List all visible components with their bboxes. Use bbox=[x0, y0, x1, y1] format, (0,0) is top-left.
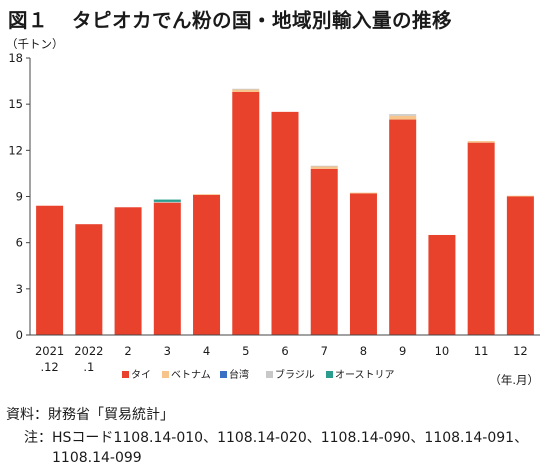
bar-segment-0-0 bbox=[36, 205, 64, 335]
legend-label-2: 台湾 bbox=[229, 368, 249, 381]
y-axis-ticks: 0 3 6 9 12 15 18 bbox=[8, 51, 30, 342]
x-tick-label: 9 bbox=[399, 344, 406, 358]
y-tick-label: 15 bbox=[8, 97, 23, 111]
legend-label-0: タイ bbox=[131, 369, 151, 381]
bar-segment-3-7 bbox=[310, 165, 338, 167]
note-label: 注： bbox=[24, 430, 52, 446]
x-tick-label: 4 bbox=[203, 344, 210, 358]
bar-segment-0-9 bbox=[389, 119, 417, 335]
x-tick-label: 2 bbox=[124, 344, 131, 358]
bar-segment-0-7 bbox=[310, 168, 338, 335]
x-tick-label-line2: .1 bbox=[83, 360, 94, 374]
y-tick-label: 6 bbox=[16, 236, 23, 250]
bar-segment-1-12 bbox=[506, 195, 534, 197]
note-text: HSコード1108.14-010、1108.14-020、1108.14-090… bbox=[52, 430, 529, 466]
legend-swatch-3 bbox=[266, 371, 273, 378]
bar-segment-1-11 bbox=[467, 141, 495, 143]
bar-segment-1-9 bbox=[389, 115, 417, 120]
bar-segment-4-3 bbox=[153, 199, 181, 202]
legend-swatch-0 bbox=[122, 371, 129, 378]
x-tick-label: 7 bbox=[321, 344, 328, 358]
bar-segment-1-7 bbox=[310, 166, 338, 169]
bar-segment-0-8 bbox=[349, 193, 377, 335]
y-tick-label: 3 bbox=[16, 282, 23, 296]
legend-label-1: ベトナム bbox=[171, 369, 211, 381]
legend-swatch-1 bbox=[162, 371, 169, 378]
bar-segment-0-4 bbox=[193, 194, 221, 335]
legend: タイ ベトナム 台湾 ブラジル オーストリア bbox=[122, 368, 395, 381]
bar-segment-0-11 bbox=[467, 142, 495, 335]
bar-segment-0-6 bbox=[271, 111, 299, 335]
x-tick-label: 5 bbox=[242, 344, 249, 358]
bar-segment-3-3 bbox=[153, 201, 181, 203]
y-tick-label: 9 bbox=[16, 190, 23, 204]
bar-segment-1-8 bbox=[349, 192, 377, 194]
bars-group bbox=[36, 88, 534, 335]
x-tick-label: 2022 bbox=[74, 344, 103, 358]
source-label: 資料： bbox=[6, 407, 48, 423]
y-tick-label: 12 bbox=[8, 143, 23, 157]
figure-title-text: タピオカでん粉の国・地域別輸入量の推移 bbox=[72, 9, 453, 32]
legend-label-3: ブラジル bbox=[275, 368, 315, 381]
y-tick-label: 0 bbox=[16, 328, 23, 342]
figure-label: 図１ bbox=[8, 9, 49, 32]
note-line: 注：HSコード1108.14-010、1108.14-020、1108.14-0… bbox=[6, 428, 537, 468]
legend-label-4: オーストリア bbox=[335, 369, 395, 381]
chart-title: 図１ タピオカでん粉の国・地域別輸入量の推移 bbox=[8, 4, 452, 33]
bar-segment-0-5 bbox=[232, 91, 260, 335]
x-tick-label-line2: .12 bbox=[40, 360, 58, 374]
y-axis-unit-label: （千トン） bbox=[6, 37, 64, 51]
bar-segment-0-10 bbox=[428, 234, 456, 335]
x-tick-label: 3 bbox=[164, 344, 171, 358]
x-axis-unit-label: （年.月） bbox=[489, 373, 539, 387]
bar-segment-1-4 bbox=[193, 194, 221, 195]
legend-swatch-2 bbox=[220, 371, 227, 378]
bar-segment-3-9 bbox=[389, 114, 417, 116]
x-tick-label: 6 bbox=[281, 344, 288, 358]
x-tick-label: 8 bbox=[360, 344, 367, 358]
legend-swatch-4 bbox=[326, 371, 333, 378]
bar-segment-1-5 bbox=[232, 89, 260, 92]
source-text: 財務省「貿易統計」 bbox=[48, 407, 174, 423]
source-line: 資料：財務省「貿易統計」 bbox=[6, 404, 174, 424]
x-tick-label: 12 bbox=[513, 344, 528, 358]
bar-segment-0-12 bbox=[506, 196, 534, 335]
x-tick-label: 10 bbox=[435, 344, 450, 358]
x-tick-label: 11 bbox=[474, 344, 489, 358]
bar-segment-0-2 bbox=[114, 207, 142, 335]
y-tick-label: 18 bbox=[8, 51, 23, 65]
bar-segment-3-5 bbox=[232, 88, 260, 90]
x-tick-label: 2021 bbox=[35, 344, 64, 358]
bar-segment-0-1 bbox=[75, 224, 103, 335]
bar-segment-0-3 bbox=[153, 202, 181, 335]
